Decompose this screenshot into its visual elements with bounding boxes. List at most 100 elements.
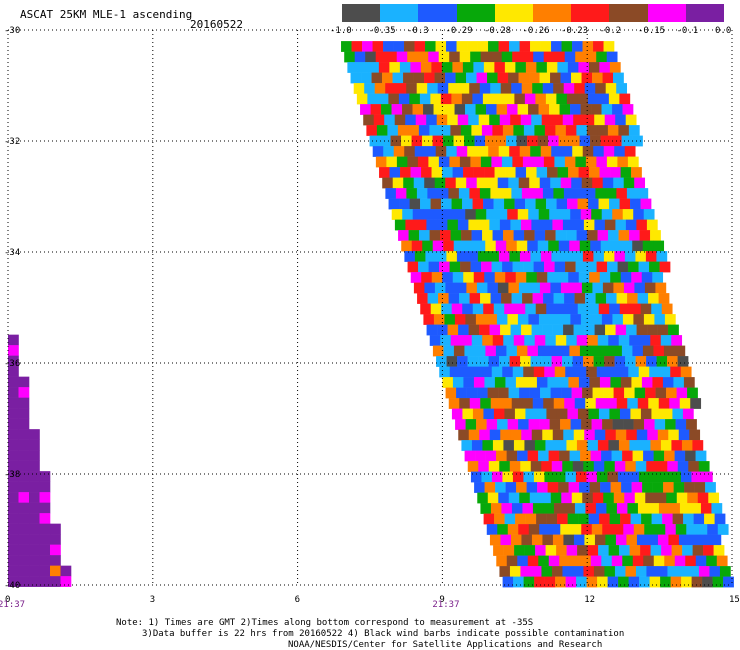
heatmap-cell [592, 492, 604, 504]
heatmap-cell [542, 83, 554, 94]
heatmap-cell [476, 177, 488, 189]
heatmap-cell [576, 335, 588, 346]
heatmap-cell [537, 240, 549, 252]
heatmap-cell [468, 219, 480, 231]
heatmap-cell [667, 356, 678, 367]
heatmap-cell [39, 502, 51, 514]
heatmap-cell [635, 356, 647, 367]
heatmap-cell [618, 576, 629, 588]
heatmap-cell [680, 366, 692, 378]
heatmap-cell [539, 72, 551, 84]
y-tick-label: -36 [4, 359, 20, 369]
chart-date: 20160522 [190, 18, 243, 31]
heatmap-cell [542, 324, 553, 336]
colorbar-tick-label: -0.26 [522, 26, 550, 36]
heatmap-cell [626, 324, 637, 336]
heatmap-cell [412, 104, 424, 115]
heatmap-cell [660, 440, 672, 451]
heatmap-cell [456, 251, 468, 262]
heatmap-cell [470, 366, 482, 378]
heatmap-cell [357, 62, 369, 73]
heatmap-cell [449, 366, 461, 378]
heatmap-cell [18, 397, 30, 409]
heatmap-cell [633, 209, 645, 220]
heatmap-cell [629, 335, 641, 346]
heatmap-cell [474, 135, 486, 147]
heatmap-cell [548, 345, 560, 357]
heatmap-cell [18, 513, 30, 524]
heatmap-cell [695, 450, 707, 462]
heatmap-cell [471, 125, 483, 136]
heatmap-cell [629, 230, 640, 241]
heatmap-cell [620, 167, 632, 178]
heatmap-cell [410, 167, 422, 178]
heatmap-cell [639, 440, 651, 451]
heatmap-cell [573, 324, 585, 336]
heatmap-cell [383, 41, 394, 52]
heatmap-cell [8, 439, 19, 451]
heatmap-cell [515, 513, 526, 525]
heatmap-cell [371, 72, 383, 84]
heatmap-cell [600, 482, 611, 493]
heatmap-cell [535, 303, 547, 315]
heatmap-cell [509, 461, 521, 472]
heatmap-cell [608, 230, 619, 241]
heatmap-cell [573, 219, 585, 231]
heatmap-cell [618, 335, 630, 346]
heatmap-cell [503, 335, 515, 346]
heatmap-cell [611, 555, 623, 567]
heatmap-cell [522, 51, 534, 63]
heatmap-cell [465, 104, 476, 115]
heatmap-cell [548, 135, 559, 147]
heatmap-cell [655, 492, 667, 504]
heatmap-cell [619, 198, 631, 210]
heatmap-cell [551, 146, 563, 157]
heatmap-cell [667, 566, 679, 577]
heatmap-cell [446, 251, 458, 262]
heatmap-cell [530, 461, 542, 472]
heatmap-cell [458, 83, 470, 94]
heatmap-cell [576, 125, 588, 136]
heatmap-cell [599, 513, 610, 525]
heatmap-cell [550, 387, 562, 399]
gridlines [7, 29, 733, 586]
heatmap-cell [524, 440, 536, 451]
heatmap-cell [477, 251, 489, 262]
heatmap-cell [548, 240, 560, 252]
heatmap-cell [507, 524, 519, 535]
heatmap-cell [534, 576, 545, 588]
heatmap-cell [580, 209, 592, 220]
heatmap-cell [517, 104, 529, 115]
heatmap-cell [573, 114, 585, 126]
heatmap-cell [490, 398, 502, 409]
heatmap-cell [399, 62, 411, 73]
heatmap-cell [424, 72, 435, 84]
heatmap-cell [535, 198, 547, 210]
heatmap-cell [692, 545, 704, 556]
heatmap-cell [668, 324, 679, 336]
heatmap-cell [541, 566, 553, 577]
heatmap-cell [493, 303, 505, 315]
heatmap-cell [621, 240, 633, 252]
heatmap-cell [445, 177, 457, 189]
heatmap-cell [558, 240, 570, 252]
heatmap-cell [29, 502, 40, 514]
heatmap-cell [507, 419, 519, 430]
heatmap-cell [531, 219, 543, 231]
heatmap-cell [635, 461, 647, 472]
heatmap-cell [18, 408, 30, 419]
heatmap-cell [556, 408, 568, 420]
heatmap-cell [497, 282, 509, 294]
heatmap-cell [540, 387, 551, 399]
heatmap-cell [602, 524, 614, 535]
heatmap-cell [427, 83, 439, 94]
heatmap-cell [531, 429, 543, 441]
colorbar-tick-label: -0.23 [561, 26, 589, 36]
heatmap-cell [502, 125, 514, 136]
heatmap-cell [521, 429, 533, 441]
heatmap-cell [438, 156, 450, 168]
heatmap-cell [629, 440, 641, 451]
heatmap-cell [587, 545, 599, 556]
heatmap-cell [429, 230, 441, 241]
heatmap-cell [617, 366, 629, 378]
